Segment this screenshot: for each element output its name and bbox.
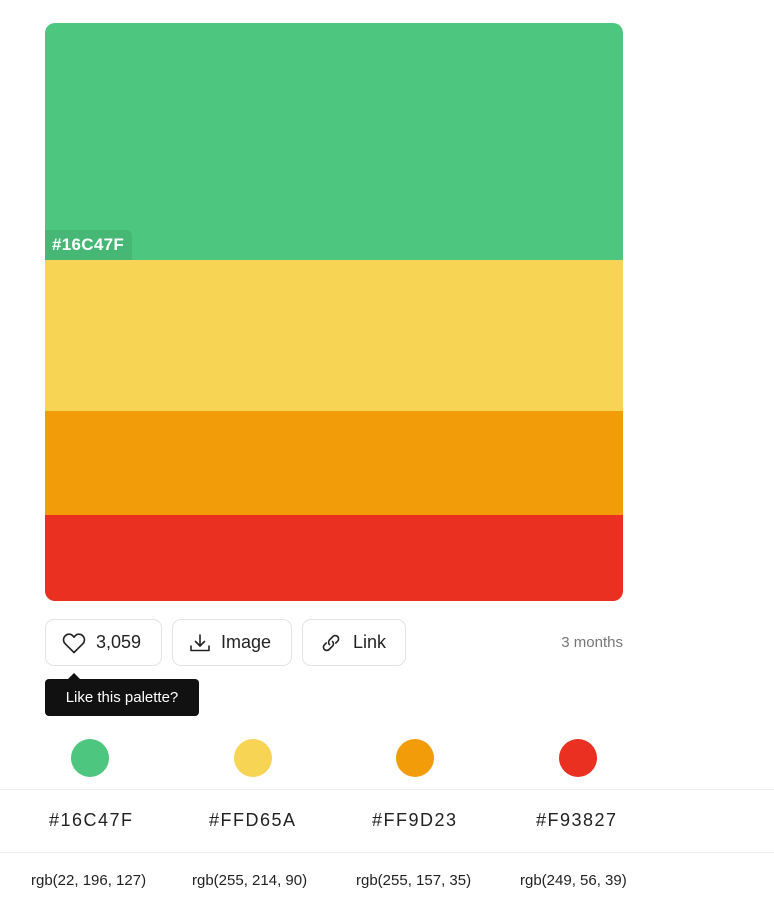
- swatch-hex-3[interactable]: #FF9D23: [372, 810, 458, 830]
- palette-band-3[interactable]: [45, 411, 623, 515]
- like-tooltip: Like this palette?: [45, 673, 199, 716]
- divider-bottom: [0, 852, 774, 853]
- swatch-rgb-3[interactable]: rgb(255, 157, 35): [356, 872, 472, 889]
- image-button-label: Image: [221, 632, 272, 652]
- link-icon: [319, 632, 343, 654]
- palette-band-1[interactable]: #16C47F: [45, 23, 623, 260]
- swatch-rgb-4[interactable]: rgb(249, 56, 39): [520, 872, 627, 889]
- swatch-dot-4[interactable]: [559, 739, 597, 777]
- heart-icon: [62, 632, 86, 654]
- divider-top: [0, 789, 774, 790]
- palette-preview[interactable]: #16C47F: [45, 23, 623, 601]
- swatch-rgb-1[interactable]: rgb(22, 196, 127): [31, 872, 147, 889]
- palette-age: 3 months: [561, 634, 623, 651]
- link-button-label: Link: [353, 632, 387, 652]
- palette-band-4[interactable]: [45, 515, 623, 601]
- swatch-hex-1[interactable]: #16C47F: [49, 810, 134, 830]
- swatch-hex-4[interactable]: #F93827: [536, 810, 618, 830]
- swatch-dot-2[interactable]: [234, 739, 272, 777]
- palette-band-hex-label[interactable]: #16C47F: [45, 230, 133, 260]
- like-button[interactable]: 3,059: [45, 619, 162, 666]
- like-count: 3,059: [96, 632, 142, 652]
- swatch-dot-1[interactable]: [71, 739, 109, 777]
- swatch-dot-3[interactable]: [396, 739, 434, 777]
- copy-link-button[interactable]: Link: [302, 619, 406, 666]
- download-image-button[interactable]: Image: [172, 619, 292, 666]
- palette-band-2[interactable]: [45, 260, 623, 411]
- swatch-hex-2[interactable]: #FFD65A: [209, 810, 297, 830]
- swatch-rgb-2[interactable]: rgb(255, 214, 90): [192, 872, 308, 889]
- download-icon: [189, 633, 211, 653]
